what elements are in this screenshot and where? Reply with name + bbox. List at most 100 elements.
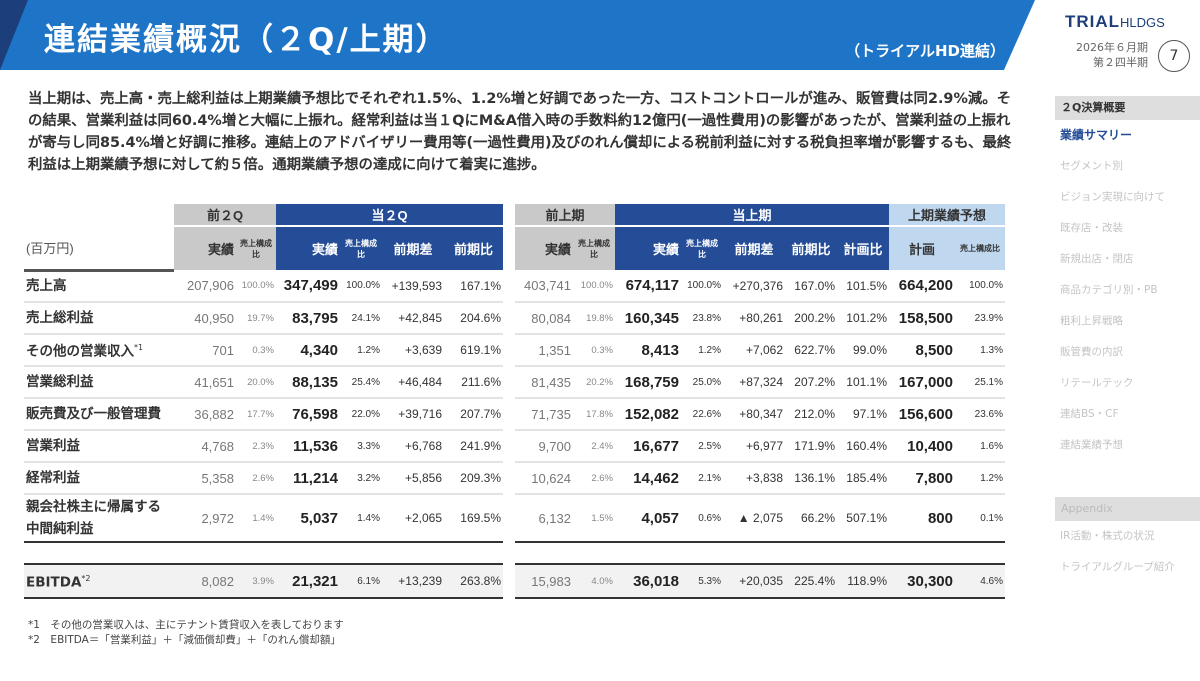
row-label-text: 販売費及び一般管理費	[26, 406, 161, 422]
cell-q-diff: +3,639	[382, 334, 444, 367]
cell-h-prev: 6,132	[515, 494, 573, 543]
cell-h-diff: +80,347	[723, 398, 785, 431]
cell-q-cur: 5,037	[276, 494, 340, 543]
cell-q-cur-r: 6.1%	[340, 564, 382, 599]
sidebar-item[interactable]: 商品カテゴリ別・PB	[1060, 284, 1158, 296]
cell-h-prev: 10,624	[515, 462, 573, 495]
cell-q-yoy: 211.6%	[444, 366, 503, 399]
period-line2: 第２四半期	[1093, 56, 1148, 69]
page-subtitle: （トライアルHD連結）	[845, 42, 1005, 60]
col-ratio: 売上構成比	[573, 226, 615, 270]
table-row: 80,084 19.8% 160,345 23.8% +80,261 200.2% 101.…	[515, 302, 1005, 335]
cell-q-cur: 4,340	[276, 334, 340, 367]
sidebar-item[interactable]: リテールテック	[1060, 377, 1134, 389]
sidebar-item[interactable]: 粗利上昇戦略	[1060, 315, 1123, 327]
sidebar-item[interactable]: 新規出店・閉店	[1060, 253, 1134, 265]
cell-q-prev: 701	[174, 334, 236, 367]
group-cur-2q: 当２Q	[276, 204, 503, 227]
sidebar-appendix-item[interactable]: IR活動・株式の状況	[1060, 530, 1155, 542]
summary-text: 当上期は、売上高・売上総利益は上期業績予想比でそれぞれ1.5%、1.2%増と好調…	[28, 91, 1012, 173]
cell-q-prev: 40,950	[174, 302, 236, 335]
sidebar-section-appendix[interactable]: Appendix	[1055, 497, 1200, 521]
cell-h-prev-r: 1.5%	[573, 494, 615, 543]
cell-h-prev-r: 4.0%	[573, 564, 615, 599]
cell-plan: 167,000	[889, 366, 955, 399]
row-label-text: 営業総利益	[26, 374, 94, 390]
spacer-row	[24, 542, 503, 565]
logo-light: HLDGS	[1120, 15, 1165, 30]
col-actual: 実績	[615, 226, 681, 270]
sidebar-item[interactable]: 販管費の内訳	[1060, 346, 1123, 358]
row-label: 販売費及び一般管理費	[24, 398, 174, 431]
row-label: 親会社株主に帰属する中間純利益	[24, 494, 174, 543]
cell-h-vsplan: 101.2%	[837, 302, 889, 335]
cell-q-prev-r: 0.3%	[236, 334, 276, 367]
group-prev-half: 前上期	[515, 204, 615, 227]
cell-q-diff: +6,768	[382, 430, 444, 463]
cell-h-vsplan: 185.4%	[837, 462, 889, 495]
page-title: 連結業績概況（２Q/上期）	[44, 22, 449, 58]
cell-h-yoy: 66.2%	[785, 494, 837, 543]
sidebar-item[interactable]: 連結BS・CF	[1060, 408, 1119, 420]
table-row: 10,624 2.6% 14,462 2.1% +3,838 136.1% 185.4% 7,…	[515, 462, 1005, 495]
sidebar-section-2q[interactable]: ２Q決算概要	[1055, 96, 1200, 120]
group-cur-half: 当上期	[615, 204, 889, 227]
spacer	[515, 542, 1005, 565]
cell-q-prev-r: 100.0%	[236, 270, 276, 303]
row-label-text: その他の営業収入	[26, 343, 134, 360]
cell-q-cur: 11,214	[276, 462, 340, 495]
cell-plan-r: 100.0%	[955, 270, 1005, 303]
cell-q-yoy: 169.5%	[444, 494, 503, 543]
half-year-table: 前上期 当上期 上期業績予想 実績 売上構成比 実績 売上構成比 前期差 前期比 計画比 計画…	[515, 204, 1005, 599]
cell-q-prev: 41,651	[174, 366, 236, 399]
sidebar-item[interactable]: ビジョン実現に向けて	[1060, 191, 1165, 203]
cell-plan-r: 4.6%	[955, 564, 1005, 599]
table-row: 9,700 2.4% 16,677 2.5% +6,977 171.9% 160.4% 10,…	[515, 430, 1005, 463]
cell-h-prev-r: 20.2%	[573, 366, 615, 399]
sidebar-appendix-item[interactable]: トライアルグループ紹介	[1060, 561, 1175, 573]
cell-h-cur: 4,057	[615, 494, 681, 543]
col-diff: 前期差	[723, 226, 785, 270]
cell-plan-r: 0.1%	[955, 494, 1005, 543]
cell-q-cur-r: 24.1%	[340, 302, 382, 335]
table-row: 71,735 17.8% 152,082 22.6% +80,347 212.0% 97.1…	[515, 398, 1005, 431]
cell-plan-r: 23.9%	[955, 302, 1005, 335]
cell-h-prev-r: 2.4%	[573, 430, 615, 463]
col-ratio: 売上構成比	[681, 226, 723, 270]
cell-plan: 7,800	[889, 462, 955, 495]
cell-q-cur: 83,795	[276, 302, 340, 335]
cell-h-vsplan: 97.1%	[837, 398, 889, 431]
row-label-text: 営業利益	[26, 438, 80, 454]
cell-h-cur: 14,462	[615, 462, 681, 495]
col-plan: 計画	[889, 226, 955, 270]
sidebar-item[interactable]: セグメント別	[1060, 160, 1123, 172]
cell-plan-r: 23.6%	[955, 398, 1005, 431]
table-row: EBITDA*2 8,082 3.9% 21,321 6.1% +13,239 263.8%	[24, 564, 503, 599]
footnote-2: *2 EBITDA＝「営業利益」＋「減価償却費」＋「のれん償却額」	[28, 634, 341, 646]
cell-q-prev: 36,882	[174, 398, 236, 431]
cell-h-cur-r: 2.1%	[681, 462, 723, 495]
cell-q-prev: 5,358	[174, 462, 236, 495]
sidebar-item[interactable]: 業績サマリー	[1060, 128, 1133, 142]
cell-q-cur: 11,536	[276, 430, 340, 463]
table-row: 売上高 207,906 100.0% 347,499 100.0% +139,593 167…	[24, 270, 503, 303]
col-ratio: 売上構成比	[340, 226, 382, 270]
cell-h-cur: 152,082	[615, 398, 681, 431]
cell-h-vsplan: 99.0%	[837, 334, 889, 367]
cell-h-prev: 9,700	[515, 430, 573, 463]
row-label-text: 経常利益	[26, 470, 80, 486]
cell-h-prev-r: 2.6%	[573, 462, 615, 495]
row-label: 経常利益	[24, 462, 174, 495]
sidebar-item[interactable]: 既存店・改装	[1060, 222, 1123, 234]
quarter-table: 前２Q 当２Q (百万円) 実績 売上構成比 実績 売上構成比 前期差 前期比 売上高 20…	[24, 204, 503, 599]
cell-q-diff: +46,484	[382, 366, 444, 399]
sidebar-item[interactable]: 連結業績予想	[1060, 439, 1123, 451]
footnote-ref: *1	[134, 343, 144, 353]
cell-q-prev-r: 1.4%	[236, 494, 276, 543]
cell-h-cur-r: 100.0%	[681, 270, 723, 303]
table-row: 15,983 4.0% 36,018 5.3% +20,035 225.4% 118.9% 3…	[515, 564, 1005, 599]
col-ratio: 売上構成比	[236, 226, 276, 270]
cell-q-diff: +42,845	[382, 302, 444, 335]
cell-q-yoy: 167.1%	[444, 270, 503, 303]
cell-h-cur-r: 1.2%	[681, 334, 723, 367]
